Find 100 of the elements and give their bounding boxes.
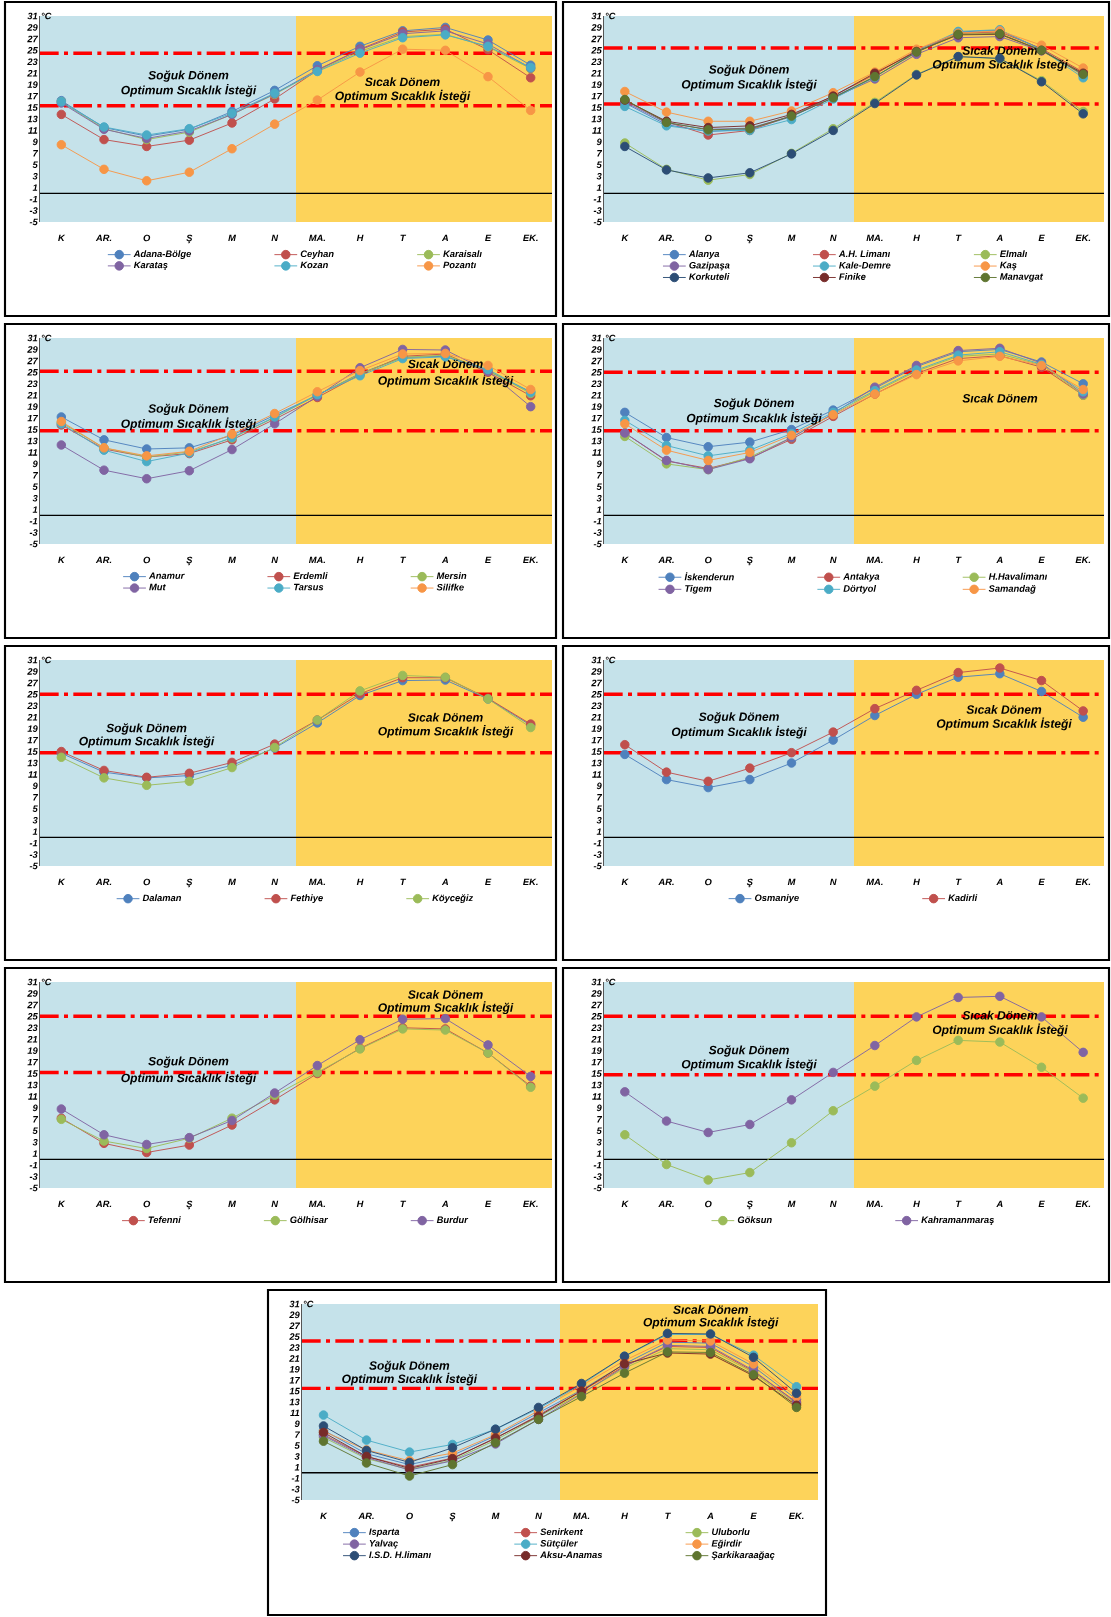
y-tick-label: 13 (591, 115, 602, 123)
y-tick-label: 3 (32, 816, 38, 824)
x-tick-label: Ş (746, 1200, 753, 1210)
y-tick-label: 19 (27, 403, 38, 410)
y-tick-label: 7 (33, 794, 39, 801)
y-tick-label: -3 (593, 851, 602, 858)
y-tick-label: -5 (593, 862, 602, 870)
y-tick-label: 17 (591, 414, 603, 422)
y-tick-label: 1 (32, 1150, 38, 1157)
annotation: Optimum Sıcaklık İsteği (936, 717, 1072, 731)
annotation: Soğuk Dönem (713, 398, 794, 410)
legend-label: Erdemli (293, 572, 328, 580)
y-tick-label: -5 (29, 218, 38, 226)
legend-label: Adana-Bölge (133, 250, 192, 259)
x-tick-label: M (787, 234, 796, 242)
y-tick-label: 3 (32, 172, 38, 180)
x-tick-label: EK. (1075, 234, 1091, 242)
x-tick-label: EK. (1075, 556, 1091, 564)
legend-label: Dalaman (142, 894, 182, 902)
x-tick-label: E (485, 556, 492, 564)
y-tick-label: 11 (592, 1093, 602, 1100)
x-tick-label: K (58, 878, 66, 886)
y-axis-title: °C (41, 334, 52, 342)
x-tick-label: E (750, 1512, 757, 1520)
x-tick-label: N (271, 234, 279, 242)
y-tick-label: 9 (596, 782, 602, 790)
x-tick-label: MA. (308, 1200, 326, 1208)
y-tick-label: 31 (591, 12, 602, 20)
y-tick-label: 31 (591, 334, 602, 342)
y-tick-label: -5 (593, 1184, 602, 1192)
x-tick-label: Ş (746, 878, 753, 888)
annotation: Optimum Sıcaklık İsteği (378, 374, 514, 388)
y-tick-label: -3 (29, 1173, 38, 1180)
y-tick-label: 1 (596, 184, 602, 191)
legend-label: Ceyhan (300, 250, 334, 259)
y-tick-label: 27 (289, 1322, 301, 1330)
y-tick-label: 21 (27, 391, 38, 399)
x-tick-label: Ş (746, 234, 753, 244)
y-tick-label: 13 (27, 115, 38, 123)
legend-label: Tarsus (293, 583, 324, 591)
annotation: Optimum Sıcaklık İsteği (681, 1057, 817, 1071)
y-tick-label: -1 (291, 1475, 300, 1482)
x-tick-label: AR. (95, 1200, 112, 1208)
legend-label: Kahramanmaraş (921, 1216, 994, 1225)
y-tick-label: 25 (27, 691, 38, 698)
legend-label: A.H. Limanı (838, 250, 891, 258)
y-tick-label: -1 (593, 839, 602, 847)
x-tick-label: K (621, 878, 629, 886)
x-tick-label: K (320, 1512, 328, 1520)
x-tick-label: T (400, 878, 407, 886)
y-tick-label: 25 (27, 47, 38, 54)
y-tick-label: 25 (27, 1013, 38, 1020)
y-tick-label: 25 (591, 1013, 602, 1020)
y-tick-label: -1 (29, 517, 38, 525)
y-tick-label: 25 (591, 369, 602, 376)
y-axis-title: °C (41, 656, 52, 664)
legend-label: Antakya (843, 572, 880, 582)
x-tick-label: T (400, 556, 407, 564)
x-tick-label: K (58, 556, 66, 564)
x-tick-label: H (913, 878, 921, 886)
legend-label: Pozantı (443, 261, 477, 269)
y-tick-label: 3 (596, 816, 602, 824)
x-tick-label: H (621, 1512, 629, 1520)
y-tick-label: 5 (32, 483, 38, 491)
x-tick-label: MA. (866, 878, 883, 886)
y-tick-label: 27 (27, 357, 39, 365)
legend-label: Dörtyol (843, 584, 877, 594)
y-tick-label: 7 (295, 1431, 301, 1438)
x-tick-label: MA. (308, 556, 326, 564)
legend-label: Karataş (133, 261, 168, 271)
annotation: Soğuk Dönem (148, 403, 229, 416)
y-tick-label: 23 (27, 1024, 38, 1032)
y-tick-label: 9 (596, 138, 602, 146)
y-tick-label: 27 (27, 35, 39, 43)
y-tick-label: 17 (591, 736, 603, 744)
legend-label: İskenderun (684, 572, 734, 581)
y-tick-label: 15 (27, 748, 38, 755)
annotation: Optimum Sıcaklık İsteği (671, 725, 807, 739)
x-tick-label: AR. (658, 878, 674, 886)
y-tick-label: 19 (289, 1366, 300, 1373)
x-tick-label: A (706, 1512, 714, 1520)
annotation: Sıcak Dönem (364, 77, 440, 87)
x-tick-label: EK. (523, 1200, 538, 1208)
annotation: Optimum Sıcaklık İsteği (121, 83, 257, 97)
legend-label: Şarkikaraağaç (711, 1551, 775, 1561)
x-tick-label: MA. (308, 234, 326, 242)
legend-label: Samandağ (988, 584, 1036, 594)
x-tick-label: AR. (658, 556, 674, 564)
y-tick-label: 23 (289, 1344, 300, 1351)
legend-label: Osmaniye (754, 894, 799, 903)
y-axis-title: °C (41, 978, 52, 986)
y-tick-label: 31 (27, 656, 38, 664)
y-tick-label: 1 (596, 1150, 602, 1157)
y-tick-label: 21 (591, 69, 602, 77)
y-tick-label: -3 (29, 529, 38, 536)
x-tick-label: K (621, 1200, 629, 1208)
legend-label: Alanya (688, 250, 720, 259)
y-tick-label: 23 (591, 380, 602, 388)
y-tick-label: -5 (29, 540, 38, 548)
legend-label: Anamur (148, 572, 185, 579)
